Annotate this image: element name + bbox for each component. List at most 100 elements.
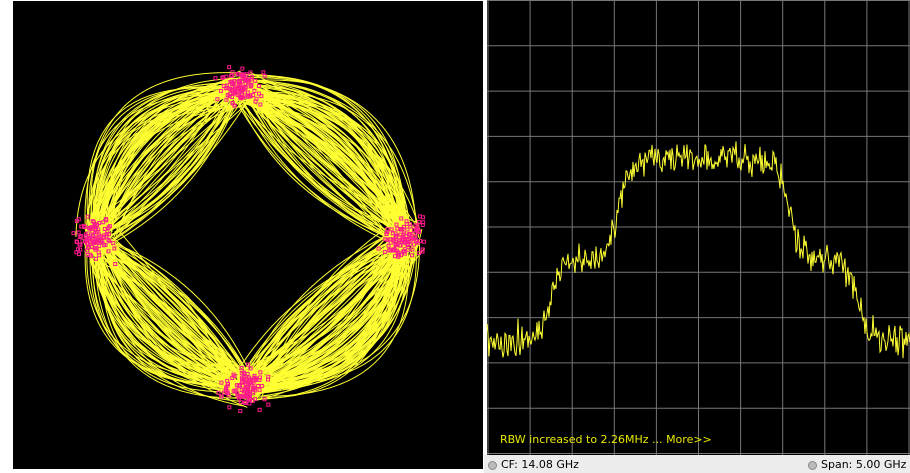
trajectory [253, 235, 403, 385]
trajectory [245, 92, 409, 242]
symbol [266, 402, 271, 407]
symbol [95, 222, 100, 227]
symbol [90, 219, 95, 224]
symbol [398, 227, 403, 232]
trajectory [103, 84, 240, 236]
symbol [247, 93, 252, 98]
symbol [243, 401, 248, 406]
trajectory [96, 242, 241, 391]
trajectory [96, 86, 243, 236]
symbol [89, 225, 94, 230]
symbol [245, 389, 250, 394]
symbol [259, 383, 264, 388]
symbol [245, 372, 250, 377]
trajectory [253, 234, 402, 394]
symbol [251, 93, 256, 98]
symbol [244, 384, 249, 389]
trajectory [240, 78, 420, 238]
trajectory [242, 229, 400, 386]
symbol [257, 407, 262, 412]
symbol [87, 236, 92, 241]
symbol [422, 239, 427, 244]
symbol [220, 75, 225, 80]
symbol [252, 373, 257, 378]
symbol [410, 253, 415, 258]
symbol [86, 231, 91, 236]
symbol [74, 219, 79, 224]
symbol [238, 82, 243, 87]
symbol [240, 72, 245, 77]
symbol [239, 92, 244, 97]
trajectory [244, 84, 410, 240]
trajectory [106, 88, 251, 255]
trajectory [236, 82, 405, 232]
symbol [223, 387, 228, 392]
radio[interactable] [808, 460, 817, 470]
symbol [106, 225, 111, 230]
trajectory [89, 85, 239, 246]
symbol [85, 214, 90, 219]
symbol [86, 241, 91, 246]
symbol [106, 249, 111, 254]
symbol [402, 251, 407, 256]
symbol [241, 389, 246, 394]
symbol [404, 221, 409, 226]
span: Span: 5.00 GHz [808, 456, 906, 473]
trajectory [97, 89, 242, 252]
spectrum-trace [486, 141, 910, 359]
symbol [112, 246, 117, 251]
symbol [421, 215, 426, 220]
trajectory [256, 228, 392, 388]
trajectory [230, 242, 409, 383]
symbol [228, 79, 233, 84]
symbol [248, 366, 253, 371]
symbol [219, 394, 224, 399]
symbol [256, 84, 261, 89]
symbol [241, 370, 246, 375]
symbol [231, 372, 236, 377]
symbol [92, 222, 97, 227]
symbol [79, 233, 84, 238]
radio[interactable] [488, 460, 497, 470]
symbol [415, 227, 420, 232]
trajectory [95, 230, 245, 392]
trajectory [239, 90, 401, 247]
trajectory [95, 245, 257, 389]
trajectory [239, 96, 394, 241]
rbw-message[interactable]: RBW increased to 2.26MHz ... More>> [500, 433, 712, 446]
trajectory [98, 249, 244, 392]
trajectory [245, 247, 407, 387]
symbol [216, 390, 221, 395]
trajectory [91, 230, 246, 379]
symbol [256, 383, 261, 388]
symbol [420, 223, 425, 228]
symbol [252, 88, 257, 93]
span-text: Span: 5.00 GHz [821, 458, 907, 471]
symbol [111, 241, 116, 246]
symbol [240, 86, 245, 91]
symbol [401, 224, 406, 229]
symbol [413, 223, 418, 228]
symbol [224, 97, 229, 102]
symbol [247, 378, 252, 383]
symbol [76, 252, 81, 257]
trajectory [238, 91, 407, 236]
symbol [78, 247, 83, 252]
symbol [387, 237, 392, 242]
trajectory [105, 239, 255, 382]
symbol [247, 380, 252, 385]
trajectory [253, 84, 402, 234]
symbol [76, 247, 81, 252]
symbol [88, 252, 93, 257]
trajectory [250, 88, 411, 244]
symbol [393, 242, 398, 247]
symbol [224, 385, 229, 390]
symbol [215, 97, 220, 102]
trajectory [101, 236, 248, 376]
symbol [243, 81, 248, 86]
symbol [401, 231, 406, 236]
symbol [376, 246, 381, 251]
symbol [107, 239, 112, 244]
symbol [103, 242, 108, 247]
